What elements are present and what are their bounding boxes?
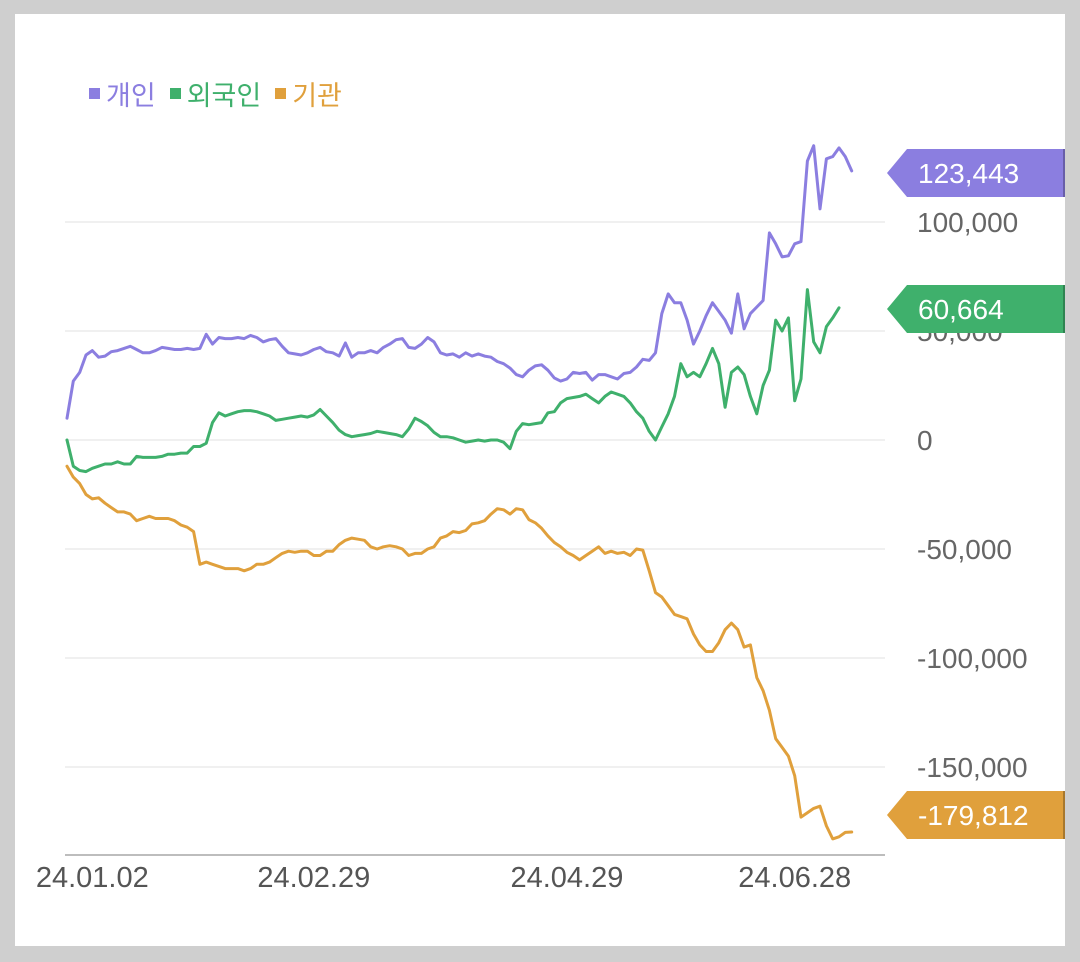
line-chart: 100,00050,0000-50,000-100,000-150,00024.… <box>36 144 1065 894</box>
legend-swatch-icon <box>275 88 287 99</box>
last-value-label: -179,812 <box>918 800 1029 831</box>
series-line-1 <box>65 288 841 474</box>
legend-label: 기관 <box>292 81 342 112</box>
legend-item-individual: 개인 <box>89 74 156 113</box>
x-tick-label: 24.01.02 <box>36 862 149 894</box>
last-value-tag-edge <box>1063 149 1065 197</box>
y-tick-label: 100,000 <box>917 207 1018 238</box>
last-value-tag-edge <box>1063 285 1065 333</box>
y-tick-label: 0 <box>917 425 933 456</box>
legend-item-institution: 기관 <box>275 74 342 113</box>
series-line-2 <box>65 464 854 841</box>
last-value-label: 123,443 <box>918 158 1019 189</box>
x-tick-label: 24.02.29 <box>257 862 370 894</box>
legend-item-foreign: 외국인 <box>169 74 262 113</box>
legend: 개인 외국인 기관 <box>89 74 342 113</box>
legend-label: 개인 <box>106 81 156 112</box>
legend-label: 외국인 <box>186 81 262 112</box>
chart-card: 개인 외국인 기관 100,00050,0000-50,000-100,000-… <box>15 14 1065 946</box>
legend-swatch-icon <box>169 88 181 99</box>
last-value-tag-edge <box>1063 791 1065 839</box>
last-value-label: 60,664 <box>918 294 1004 325</box>
y-tick-label: -100,000 <box>917 643 1028 674</box>
y-tick-label: -150,000 <box>917 752 1028 783</box>
y-tick-label: -50,000 <box>917 534 1012 565</box>
series-line-0 <box>65 144 854 420</box>
x-tick-label: 24.04.29 <box>510 862 623 894</box>
x-tick-label: 24.06.28 <box>738 862 851 894</box>
last-value-tag <box>887 285 1065 333</box>
legend-swatch-icon <box>89 88 100 99</box>
last-value-tag <box>887 791 1065 839</box>
last-value-tag <box>887 149 1065 197</box>
